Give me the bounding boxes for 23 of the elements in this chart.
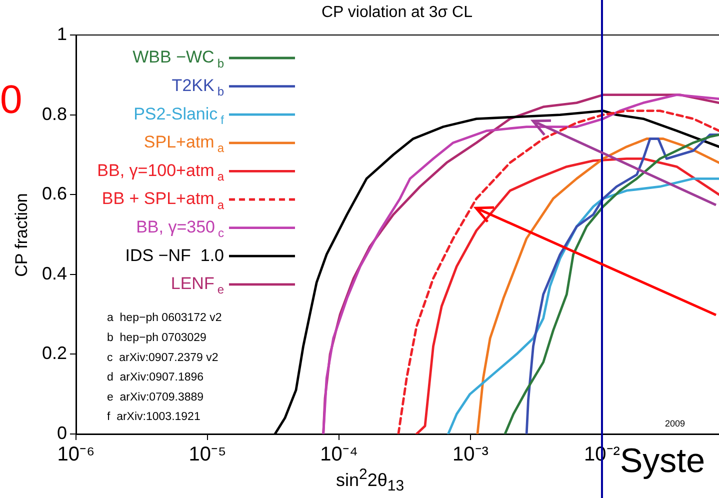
y-tick-label: 0 <box>56 422 67 443</box>
chart-title: CP violation at 3σ CL <box>322 4 472 22</box>
text: 0 <box>0 78 22 123</box>
x-tick-label: 10⁻⁶ <box>57 444 95 466</box>
y-tick-label: 0.4 <box>42 263 67 284</box>
y-tick-label: 0.8 <box>42 104 67 124</box>
annotation: b hep−ph 0703029 <box>107 332 206 344</box>
y-tick-label: 0.6 <box>42 184 67 204</box>
annotation: c arXiv:0907.2379 v2 <box>107 352 218 364</box>
annotation: 2009 <box>665 418 686 428</box>
legend-label: IDS −NF 1.0 <box>125 246 224 265</box>
x-tick-label: 10⁻⁴ <box>320 444 358 466</box>
y-axis-title: CP fraction <box>12 193 32 277</box>
annotation: f arXiv:1003.1921 <box>107 411 200 424</box>
x-tick-label: 10⁻⁵ <box>188 444 226 466</box>
annotation: a hep−ph 0603172 v2 <box>107 312 222 324</box>
annotation: e arXiv:0709.3889 <box>107 391 204 404</box>
x-axis-title: sin$^{2}$2θ$_{13}$ <box>336 466 404 495</box>
text: Syste <box>620 442 706 481</box>
x-tick-label: 10⁻³ <box>452 444 489 466</box>
annotation: d arXiv:0907.1896 <box>107 372 204 384</box>
y-tick-label: 1 <box>56 24 67 44</box>
y-tick-label: 0.2 <box>42 343 67 364</box>
